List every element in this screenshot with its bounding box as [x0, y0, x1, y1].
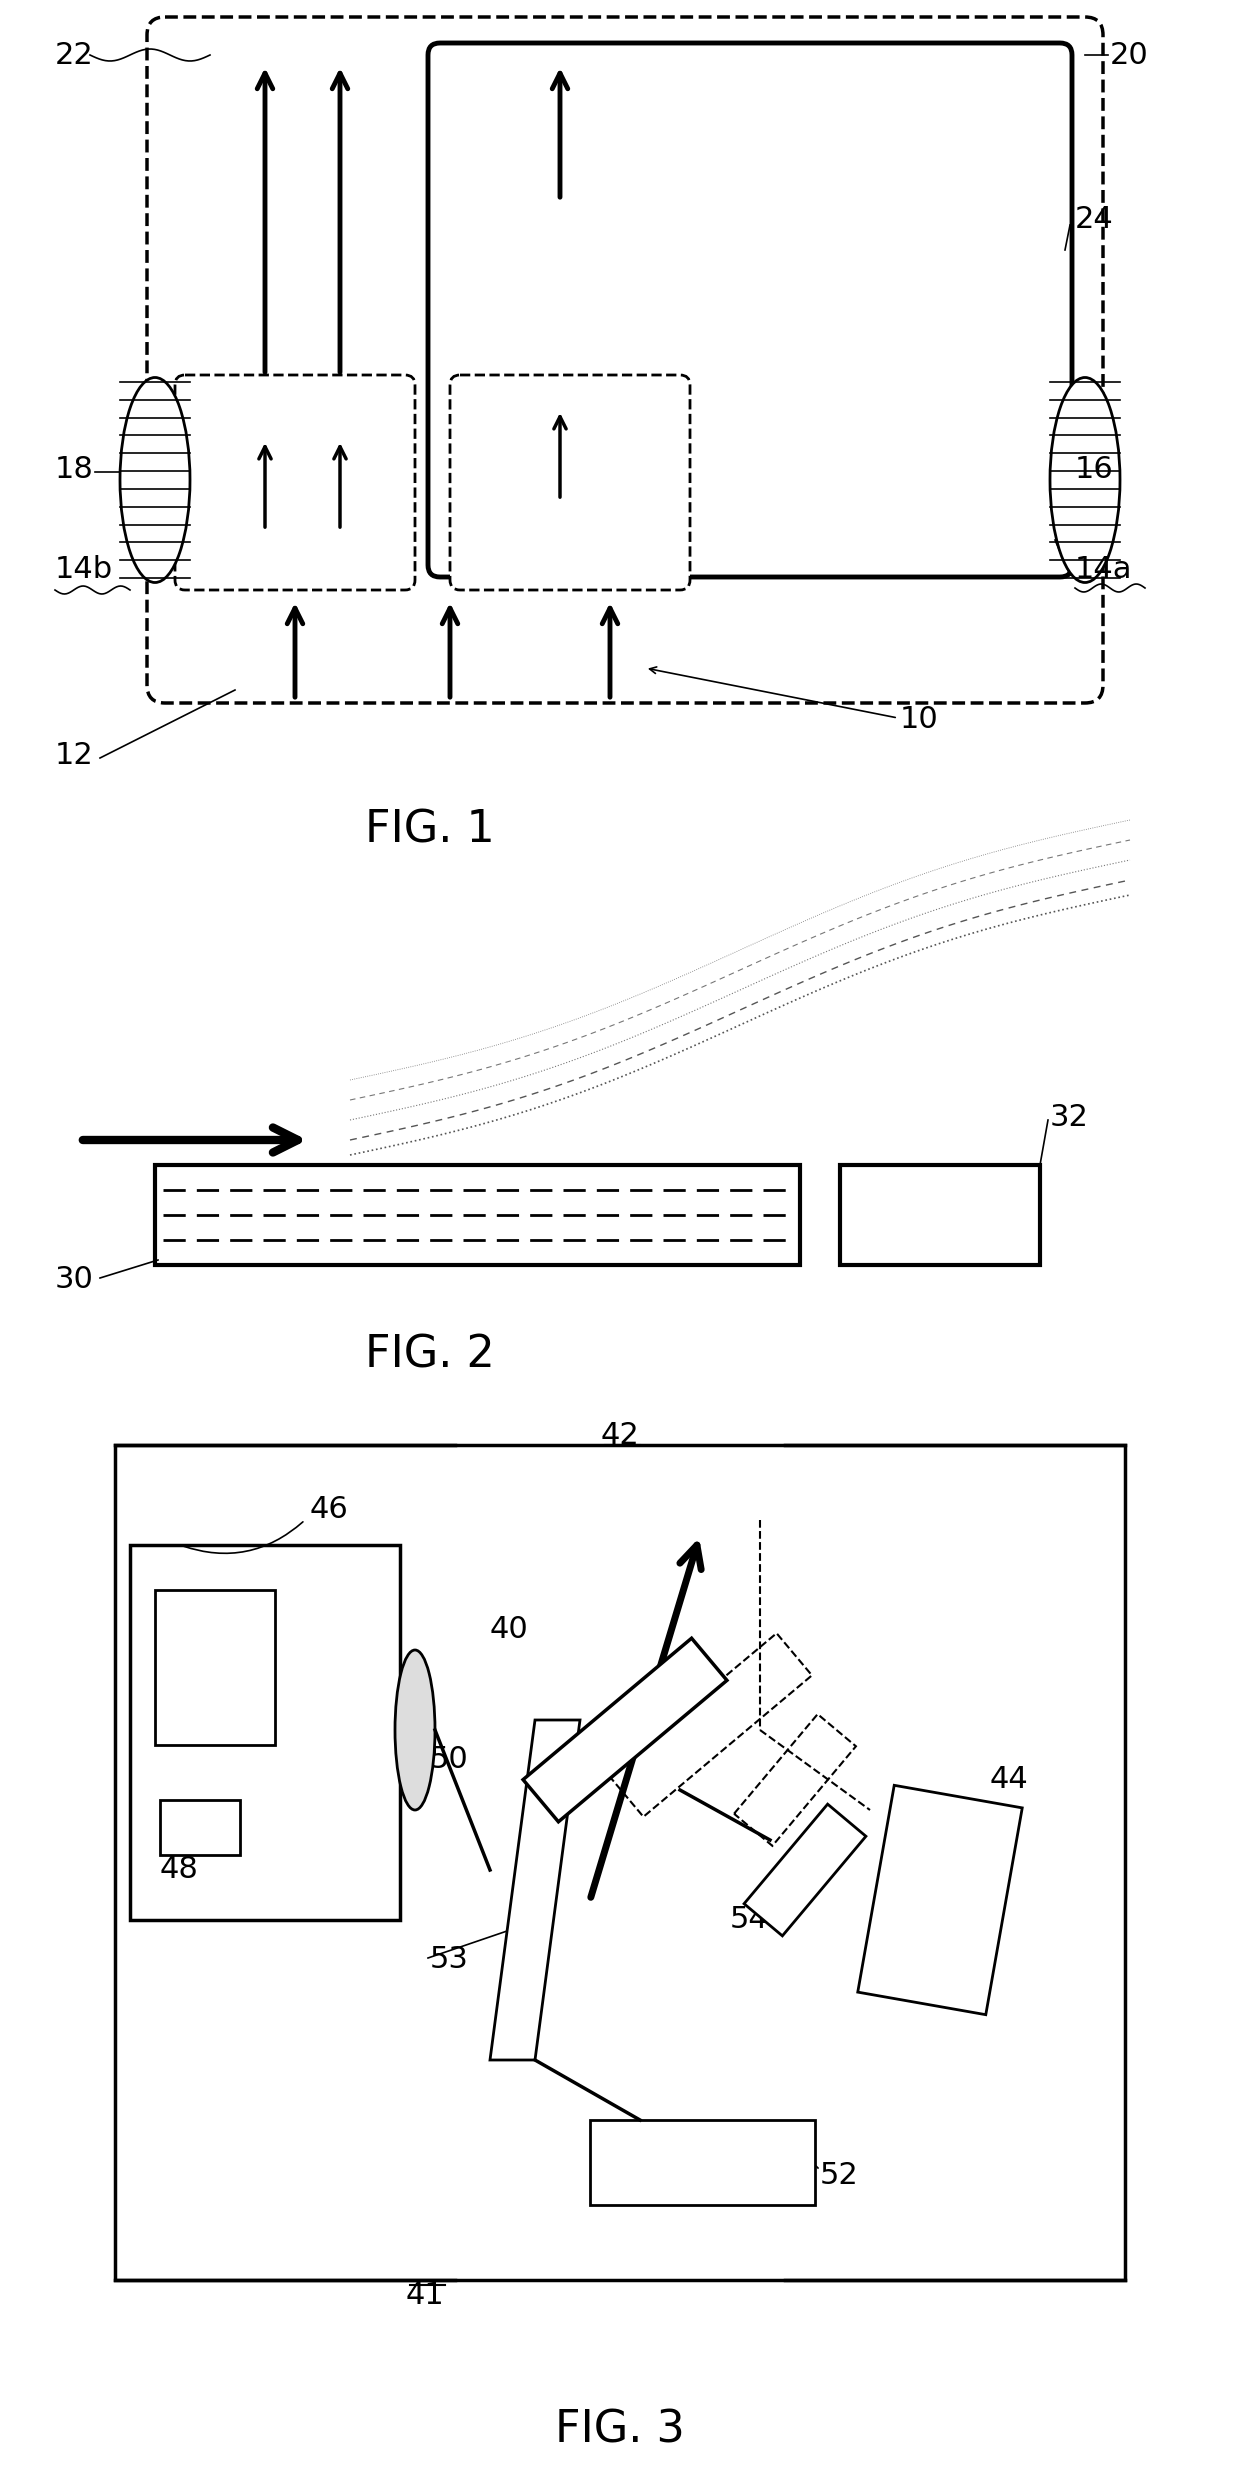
Bar — [130, 1544, 401, 1921]
Text: 14b: 14b — [55, 556, 113, 583]
FancyBboxPatch shape — [175, 375, 415, 591]
Text: 48: 48 — [160, 1857, 198, 1884]
Polygon shape — [858, 1785, 1022, 2015]
Text: 24: 24 — [1075, 206, 1114, 233]
Text: 50: 50 — [430, 1745, 469, 1775]
Text: 46: 46 — [310, 1497, 348, 1524]
Bar — [155, 1164, 800, 1266]
Bar — [115, 1445, 1125, 2281]
Text: 18: 18 — [55, 457, 94, 484]
FancyBboxPatch shape — [428, 42, 1073, 576]
Text: 54: 54 — [730, 1906, 769, 1933]
Bar — [839, 1164, 1040, 1266]
Text: 20: 20 — [1110, 40, 1148, 69]
Bar — [160, 1799, 241, 1854]
Ellipse shape — [396, 1651, 435, 1809]
Text: 16: 16 — [1075, 457, 1114, 484]
Bar — [590, 2120, 815, 2204]
FancyBboxPatch shape — [450, 375, 689, 591]
Text: FIG. 3: FIG. 3 — [556, 2408, 684, 2452]
Polygon shape — [490, 1720, 580, 2060]
Text: 22: 22 — [55, 40, 94, 69]
Text: 41: 41 — [405, 2281, 444, 2308]
Polygon shape — [744, 1804, 866, 1936]
Ellipse shape — [1050, 377, 1120, 583]
Text: 53: 53 — [430, 1946, 469, 1976]
Text: 14a: 14a — [1075, 556, 1132, 583]
Text: 10: 10 — [900, 705, 939, 735]
Text: FIG. 1: FIG. 1 — [365, 809, 495, 851]
Text: 12: 12 — [55, 740, 94, 769]
Bar — [155, 1591, 275, 1745]
Text: 32: 32 — [1050, 1104, 1089, 1132]
Text: 42: 42 — [600, 1420, 640, 1449]
Text: 30: 30 — [55, 1266, 94, 1296]
Ellipse shape — [120, 377, 190, 583]
Polygon shape — [523, 1638, 727, 1822]
Text: 40: 40 — [490, 1616, 528, 1646]
Text: 44: 44 — [990, 1765, 1029, 1794]
Text: FIG. 2: FIG. 2 — [365, 1333, 495, 1378]
Text: 52: 52 — [820, 2159, 859, 2189]
